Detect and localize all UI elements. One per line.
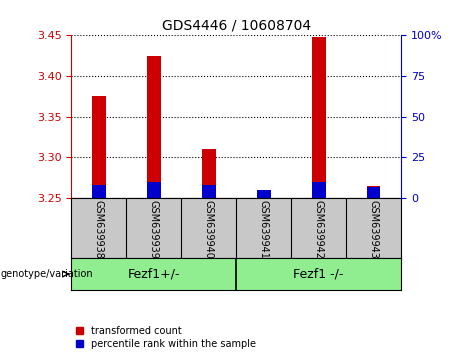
- Bar: [202, 149, 216, 198]
- Title: GDS4446 / 10608704: GDS4446 / 10608704: [162, 19, 311, 33]
- Bar: [312, 182, 325, 198]
- Text: GSM639943: GSM639943: [369, 200, 378, 259]
- Bar: [257, 190, 271, 198]
- Text: genotype/variation: genotype/variation: [1, 269, 94, 279]
- Bar: [312, 37, 325, 198]
- Bar: [92, 185, 106, 198]
- Text: Fezf1+/-: Fezf1+/-: [128, 268, 180, 280]
- Text: GSM639940: GSM639940: [204, 200, 214, 259]
- Bar: [257, 192, 271, 198]
- Bar: [92, 96, 106, 198]
- Bar: [147, 56, 161, 198]
- Bar: [367, 186, 380, 198]
- Bar: [367, 187, 380, 198]
- Bar: [202, 185, 216, 198]
- Text: GSM639942: GSM639942: [313, 200, 324, 259]
- Text: GSM639939: GSM639939: [149, 200, 159, 259]
- Text: GSM639941: GSM639941: [259, 200, 269, 259]
- Bar: [147, 182, 161, 198]
- Text: Fezf1 -/-: Fezf1 -/-: [294, 268, 344, 280]
- Text: GSM639938: GSM639938: [94, 200, 104, 259]
- Legend: transformed count, percentile rank within the sample: transformed count, percentile rank withi…: [77, 326, 256, 349]
